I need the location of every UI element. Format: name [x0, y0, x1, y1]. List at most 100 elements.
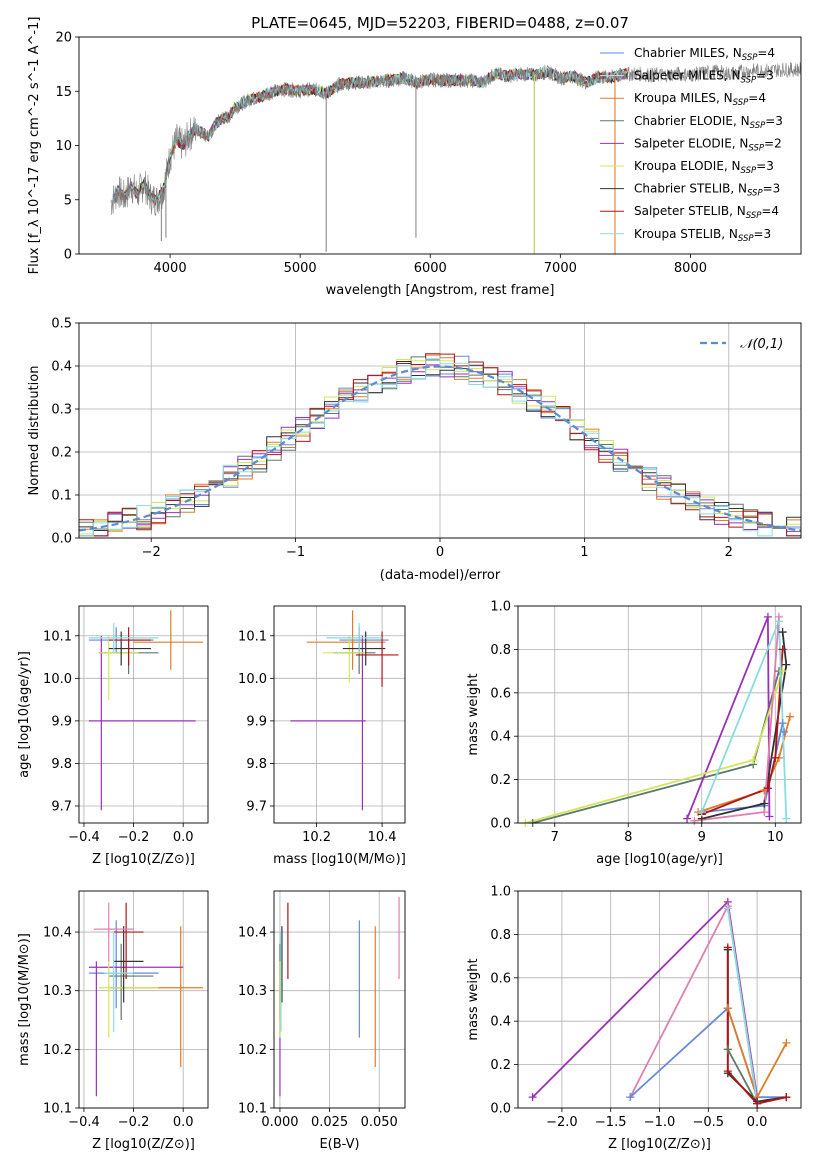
axes-decor	[79, 891, 208, 1109]
plot-area	[110, 61, 801, 254]
x-tick-label: 10.2	[302, 830, 331, 845]
x-tick-label: 0.025	[311, 1115, 348, 1130]
x-axis-label: (data-model)/error	[380, 568, 501, 583]
x-tick-label: 0.0	[747, 1115, 768, 1130]
weight-marker	[723, 943, 732, 952]
y-tick-label: 0.3	[51, 403, 72, 418]
legend-label: Kroupa ELODIE, NSSP=3	[634, 159, 774, 176]
x-tick-label: 1	[580, 545, 588, 560]
y-tick-label: 0.0	[490, 1102, 511, 1117]
x-tick-label: 8	[624, 830, 632, 845]
y-tick-label: 0.6	[490, 686, 511, 701]
weight-marker	[626, 1093, 635, 1102]
y-tick-label: 0.2	[490, 773, 511, 788]
weight-marker	[785, 712, 794, 721]
weight-marker	[723, 1045, 732, 1054]
weight-marker	[782, 660, 791, 669]
x-tick-label: −0.4	[68, 1115, 100, 1130]
axes-frame	[273, 605, 406, 824]
weight-marker	[778, 667, 787, 676]
y-tick-label: 0.4	[51, 360, 72, 375]
axes-frame	[78, 322, 802, 539]
x-tick-label: 0.050	[361, 1115, 398, 1130]
x-axis-label: wavelength [Angstrom, rest frame]	[326, 283, 555, 298]
x-axis-label: E(B-V)	[319, 1137, 359, 1152]
axes-frame	[78, 890, 209, 1109]
y-tick-label: 0.2	[490, 1058, 511, 1073]
y-tick-label: 0.1	[51, 489, 72, 504]
observed-spectrum-line	[110, 61, 801, 216]
x-tick-label: −1.5	[595, 1115, 627, 1130]
y-tick-label: 0.2	[51, 446, 72, 461]
y-tick-label: 10.0	[43, 672, 72, 687]
weight-marker	[723, 904, 732, 913]
x-tick-label: −2.0	[546, 1115, 578, 1130]
y-tick-label: 1.0	[490, 885, 511, 900]
x-tick-label: 0.0	[173, 1115, 194, 1130]
plot-area	[290, 610, 399, 811]
spectrum-panel: 4000 5000 6000 7000 8000 0 5 10 15 20 Chabrier MIL…	[27, 14, 802, 298]
axes-decor	[79, 606, 208, 823]
y-tick-label: 0.8	[490, 643, 511, 658]
weight-marker	[774, 612, 783, 621]
y-tick-label: 10.2	[238, 1043, 267, 1058]
y-tick-label: 0.0	[490, 817, 511, 832]
plot-area	[88, 902, 204, 1097]
weight-marker	[765, 812, 774, 821]
weight-marker	[723, 1004, 732, 1013]
y-axis-label: mass weight	[466, 958, 481, 1040]
weight-marker	[723, 1067, 732, 1076]
x-tick-label: 7000	[544, 261, 577, 276]
y-tick-label: 10.2	[43, 1043, 72, 1058]
weight-marker	[782, 814, 791, 823]
y-tick-label: 10.3	[238, 984, 267, 999]
weight-vs-age-panel: 7 8 9 10 0.0 0.2 0.4 0.6 0.8 1.0 age [log10(age/yr…	[466, 600, 802, 867]
y-tick-label: 9.7	[51, 799, 72, 814]
y-tick-label: 10.4	[238, 926, 267, 941]
y-tick-label: 10	[55, 139, 72, 154]
histogram-series	[79, 361, 801, 531]
weight-marker	[771, 753, 780, 762]
axes-frame	[517, 890, 802, 1109]
weight-series-line	[700, 620, 788, 819]
weight-marker	[760, 799, 769, 808]
legend-label: Salpeter ELODIE, NSSP=2	[634, 136, 782, 153]
y-axis-label: Flux [f_λ 10^-17 erg cm^-2 s^-1 A^-1]	[27, 17, 42, 275]
plot-area	[525, 616, 791, 823]
mass-vs-Z-panel: −0.4 −0.2 0.0 10.1 10.2 10.3 10.4 Z [log10(Z/Z⊙…	[17, 890, 209, 1152]
x-tick-label: 8000	[674, 261, 707, 276]
y-tick-label: 10.4	[43, 926, 72, 941]
axes-decor	[274, 606, 405, 823]
x-tick-label: −0.5	[693, 1115, 725, 1130]
weight-marker	[782, 1038, 791, 1047]
legend: 𝒩(0,1)	[700, 337, 783, 352]
y-tick-label: 0.5	[51, 317, 72, 332]
y-tick-label: 1.0	[490, 600, 511, 615]
y-tick-label: 9.9	[51, 714, 72, 729]
x-tick-label: 10.4	[368, 830, 397, 845]
weight-marker	[763, 612, 772, 621]
x-tick-label: −0.2	[118, 830, 150, 845]
weight-marker	[749, 756, 758, 765]
legend-label: Chabrier MILES, NSSP=4	[634, 46, 775, 63]
x-axis-label: mass [log10(M/M⊙)]	[273, 852, 406, 867]
weight-marker	[782, 1093, 791, 1102]
weight-vs-Z-panel: −2.0 −1.5 −1.0 −0.5 0.0 0.0 0.2 0.4 0.6 0.8 1.0 Z […	[466, 885, 802, 1152]
axes-frame	[78, 36, 802, 255]
plot-area	[79, 353, 801, 537]
x-axis-label: age [log10(age/yr)]	[596, 852, 723, 867]
weight-marker	[683, 814, 692, 823]
weight-marker	[697, 808, 706, 817]
legend-label: Chabrier ELODIE, NSSP=3	[634, 114, 783, 131]
y-tick-label: 10.1	[238, 1102, 267, 1117]
y-tick-label: 10.1	[43, 1102, 72, 1117]
y-tick-label: 0.4	[490, 730, 511, 745]
y-tick-label: 9.9	[246, 714, 267, 729]
weight-series-line	[726, 908, 758, 1102]
legend-label: Kroupa MILES, NSSP=4	[634, 91, 766, 108]
age-vs-Z-panel: −0.4 −0.2 0.0 9.7 9.8 9.9 10.0 10.1 Z [log10(Z/Z…	[17, 605, 209, 867]
x-tick-label: 4000	[154, 261, 187, 276]
plot-area	[88, 610, 204, 811]
weight-marker	[528, 1093, 537, 1102]
weight-series-line	[686, 616, 771, 820]
